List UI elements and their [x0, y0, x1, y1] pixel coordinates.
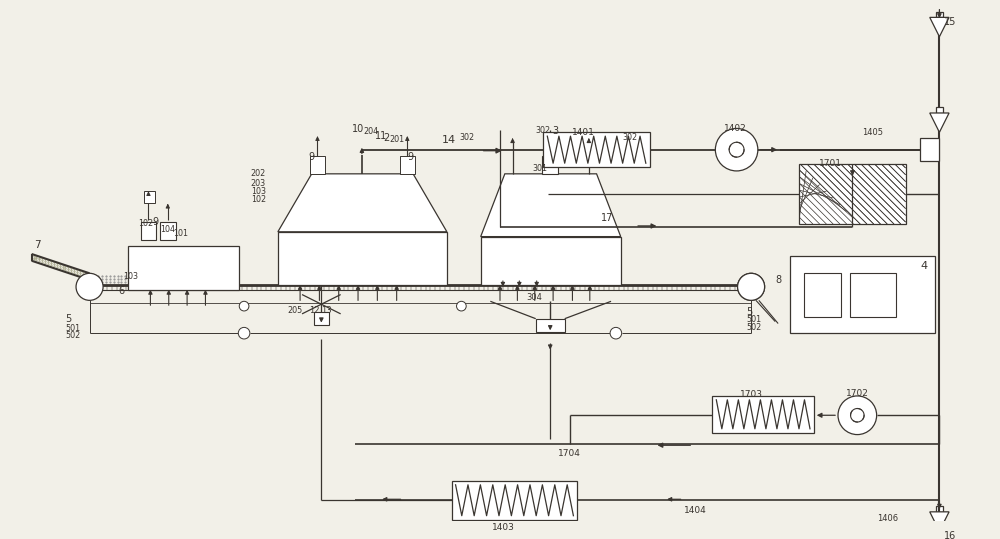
Text: 1704: 1704 [558, 449, 581, 458]
Text: 8: 8 [775, 275, 781, 285]
Text: 9: 9 [407, 151, 413, 162]
Text: 301: 301 [533, 164, 548, 173]
Bar [799, 164, 906, 224]
Polygon shape [278, 174, 447, 232]
Text: 202: 202 [251, 169, 266, 178]
Text: 103: 103 [251, 188, 266, 196]
Bar [141, 222, 156, 239]
Text: 1401: 1401 [572, 128, 595, 137]
Text: 9: 9 [309, 151, 315, 162]
Text: 10: 10 [352, 123, 364, 134]
Text: 5: 5 [746, 307, 753, 317]
Text: 102: 102 [138, 219, 153, 228]
Bar [310, 156, 325, 174]
Text: 102: 102 [251, 195, 266, 204]
Text: 1406: 1406 [877, 514, 898, 523]
Text: 205: 205 [288, 306, 303, 315]
Text: 1405: 1405 [862, 128, 883, 137]
Text: 302: 302 [623, 133, 638, 142]
Bar [481, 237, 621, 285]
Bar [144, 191, 155, 203]
Bar [160, 222, 176, 239]
Text: 104: 104 [160, 225, 175, 234]
Text: 302: 302 [459, 133, 475, 142]
Polygon shape [930, 512, 949, 531]
Circle shape [738, 273, 765, 300]
Bar [936, 12, 943, 17]
Text: 204: 204 [364, 128, 379, 136]
Bar [804, 273, 841, 317]
Text: 501: 501 [746, 315, 761, 324]
Text: 4: 4 [920, 261, 927, 271]
Text: 1702: 1702 [846, 389, 869, 398]
Circle shape [610, 327, 622, 339]
Text: 15: 15 [944, 17, 957, 27]
Text: 304: 304 [526, 293, 542, 302]
Text: 7: 7 [35, 239, 41, 250]
Text: 501: 501 [65, 323, 81, 333]
Text: 14: 14 [442, 135, 456, 145]
Text: 203: 203 [251, 178, 266, 188]
Bar [536, 319, 565, 332]
Bar [128, 246, 239, 290]
Bar [452, 481, 577, 520]
Polygon shape [930, 113, 949, 132]
Text: 103: 103 [123, 272, 138, 281]
Circle shape [457, 301, 466, 311]
Circle shape [838, 396, 877, 434]
Bar [542, 156, 558, 174]
Polygon shape [930, 17, 949, 37]
Text: 1701: 1701 [819, 160, 842, 168]
Text: 1403: 1403 [492, 523, 515, 533]
Text: 3: 3 [552, 126, 558, 135]
Text: 302: 302 [536, 126, 551, 135]
Text: 5: 5 [65, 314, 72, 324]
Circle shape [738, 273, 765, 300]
Text: 12: 12 [309, 306, 319, 315]
Bar [936, 506, 943, 512]
Text: 16: 16 [944, 531, 956, 539]
Bar [920, 138, 939, 161]
Text: 1703: 1703 [740, 390, 763, 399]
Bar [712, 396, 814, 433]
Text: 6: 6 [119, 286, 125, 296]
Text: 1402: 1402 [724, 123, 747, 133]
Circle shape [239, 301, 249, 311]
Bar [543, 132, 650, 167]
Bar [278, 232, 447, 285]
Text: 13: 13 [321, 306, 332, 315]
Text: 17: 17 [601, 213, 614, 224]
Text: 2: 2 [383, 133, 389, 143]
Text: 502: 502 [65, 331, 81, 340]
Text: 201: 201 [389, 135, 404, 144]
Text: 101: 101 [174, 229, 189, 238]
Circle shape [238, 327, 250, 339]
Bar [936, 107, 943, 113]
Bar [850, 273, 896, 317]
Bar [314, 312, 329, 326]
Polygon shape [481, 174, 621, 237]
Text: 11: 11 [375, 132, 388, 141]
Bar [790, 256, 935, 333]
Circle shape [715, 128, 758, 171]
Text: 502: 502 [746, 322, 762, 331]
Circle shape [76, 273, 103, 300]
Text: 9: 9 [152, 217, 158, 227]
Text: 1404: 1404 [683, 506, 706, 515]
Bar [400, 156, 415, 174]
